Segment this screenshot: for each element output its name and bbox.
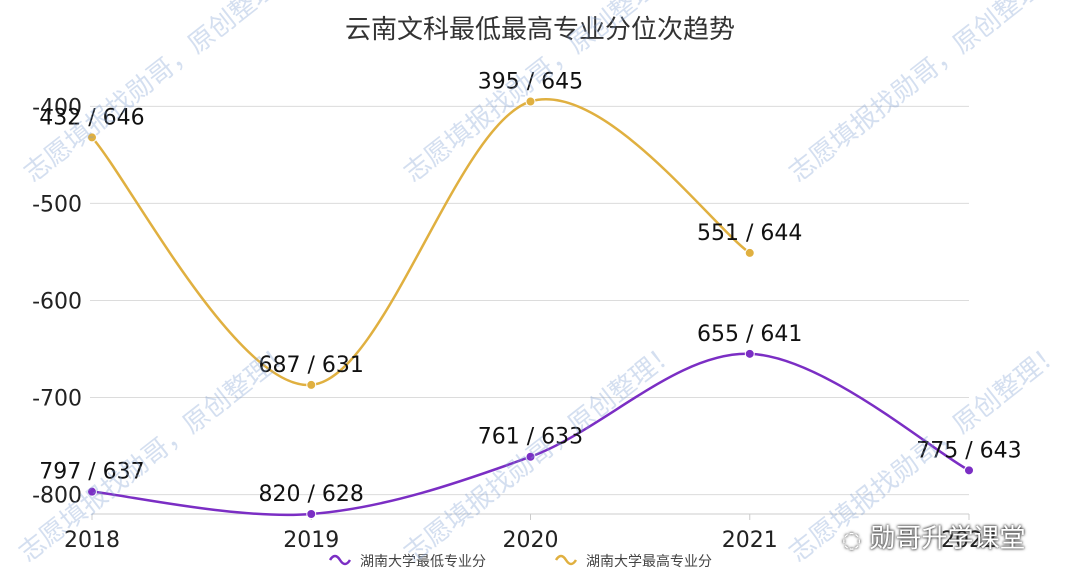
y-tick-label: -600 — [32, 289, 82, 314]
series-line-2 — [91, 98, 751, 387]
x-tick-label: 2018 — [64, 528, 120, 553]
x-tick-label: 2019 — [283, 528, 339, 553]
data-point — [744, 247, 755, 258]
data-point — [525, 451, 536, 462]
legend-swatch — [554, 554, 578, 566]
y-tick-label: -400 — [32, 95, 82, 120]
data-label: 655 / 641 — [697, 322, 802, 347]
data-label: 775 / 643 — [916, 438, 1021, 463]
y-tick-label: -800 — [32, 484, 82, 509]
wechat-icon: ◌ — [842, 528, 862, 553]
data-label: 820 / 628 — [259, 482, 364, 507]
legend-swatch — [328, 554, 352, 566]
data-label: 797 / 637 — [39, 460, 144, 485]
data-point — [306, 379, 317, 390]
data-label: 761 / 633 — [478, 425, 583, 450]
data-point — [87, 486, 97, 497]
x-tick-label: 2020 — [503, 528, 559, 553]
data-point — [87, 132, 97, 143]
x-tick-label: 2021 — [722, 528, 778, 553]
legend-label: 湖南大学最高专业分 — [586, 553, 712, 570]
y-tick-label: -700 — [32, 387, 82, 412]
series-line-1 — [91, 352, 970, 517]
data-point — [306, 509, 317, 519]
data-label: 395 / 645 — [478, 70, 583, 95]
data-point — [964, 465, 974, 476]
y-tick-label: -500 — [32, 192, 82, 217]
brand-logo: ◌ 勋哥升学课堂 — [842, 518, 1025, 555]
data-label: 432 / 646 — [39, 105, 144, 130]
x-tick-label: 2022 — [941, 528, 997, 553]
chart-title: 云南文科最低最高专业分位次趋势 — [345, 15, 735, 45]
data-label: 551 / 644 — [697, 221, 802, 246]
data-point — [744, 348, 755, 359]
data-point — [525, 96, 536, 107]
data-label: 687 / 631 — [259, 353, 364, 378]
legend-label: 湖南大学最低专业分 — [360, 554, 486, 570]
brand-text: 勋哥升学课堂 — [869, 524, 1026, 554]
